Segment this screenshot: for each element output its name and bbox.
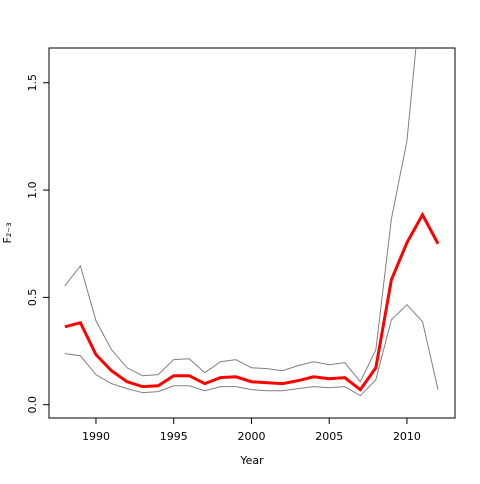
y-axis-label: F₂₋₃ <box>1 223 14 244</box>
series-line <box>64 303 439 397</box>
y-tick-label: 0.0 <box>26 396 39 414</box>
x-tick-label: 1995 <box>160 430 188 443</box>
x-tick-label: 2005 <box>315 430 343 443</box>
x-tick-label: 2010 <box>393 430 421 443</box>
y-tick-label: 0.5 <box>26 289 39 307</box>
x-axis-label: Year <box>239 454 264 467</box>
x-tick-label: 2000 <box>237 430 265 443</box>
series-line <box>64 211 440 392</box>
series-line <box>64 48 417 383</box>
x-tick-label: 1990 <box>82 430 110 443</box>
y-tick-label: 1.5 <box>26 74 39 92</box>
plot-frame <box>48 47 456 419</box>
y-tick-label: 1.0 <box>26 181 39 199</box>
